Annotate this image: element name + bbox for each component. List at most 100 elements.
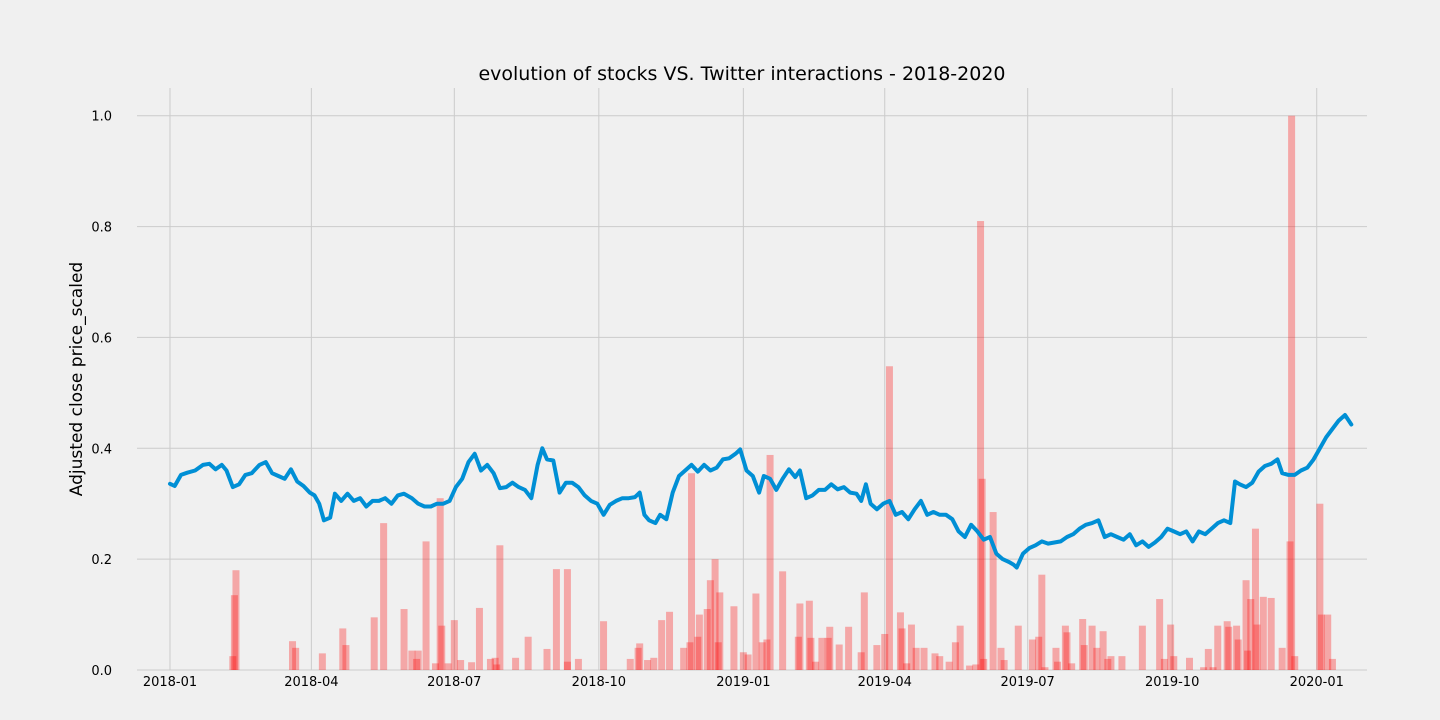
x-tick-label: 2019-01 [716,675,770,690]
interaction-bar [966,665,974,670]
interaction-bar [524,636,532,670]
stock-price-line [168,413,1354,570]
interaction-bar [563,661,571,670]
interaction-bar [857,652,865,670]
interaction-bar [885,366,893,670]
x-tick-label: 2019-07 [1001,675,1055,690]
interaction-bar [997,647,1005,670]
interaction-bar [636,643,644,670]
interaction-bar [1035,636,1043,670]
interaction-bar [818,637,826,670]
interaction-bar [1185,657,1193,670]
interaction-bar [807,637,815,670]
interaction-bar [1079,619,1087,670]
interaction-bar [1242,580,1250,670]
interaction-bar [744,654,752,670]
interaction-bar [694,636,702,670]
interaction-bar [1324,614,1332,670]
x-tick-label: 2018-10 [572,675,626,690]
interaction-bar [824,637,832,670]
interaction-bar [229,656,237,670]
y-tick-label: 0.0 [91,664,112,679]
interaction-bar [805,600,813,670]
interaction-bar [626,658,634,670]
interaction-bar [1234,639,1242,670]
interaction-bar [945,661,953,670]
interaction-bar [1028,639,1036,670]
interaction-bar [1052,647,1060,670]
interaction-bar [370,617,378,670]
chart-title: evolution of stocks VS. Twitter interact… [478,63,1005,85]
interaction-bar [1160,658,1168,670]
interaction-bar [1317,614,1325,670]
interaction-bar [977,221,985,670]
interaction-bar [812,661,820,670]
interaction-bar [758,642,766,670]
interaction-bar [1061,625,1069,670]
interaction-bar [289,641,297,670]
line-layer [168,413,1354,570]
interaction-bar [574,658,582,670]
interaction-bar [931,653,939,670]
interaction-bar [468,662,476,670]
interaction-bar [898,628,906,670]
interaction-bar [766,454,774,670]
interaction-bar [688,473,696,670]
interaction-bar [318,653,326,670]
interaction-bar [1267,597,1275,670]
interaction-bar [644,660,652,670]
interaction-bar [1259,596,1267,670]
interaction-bar [1223,621,1231,670]
x-tick-label: 2018-04 [284,675,338,690]
interaction-bar [339,628,347,670]
interaction-bar [400,609,408,670]
interaction-bar [486,658,494,670]
interaction-bar [634,647,642,670]
interaction-bar [978,478,986,670]
interaction-bar [1328,658,1336,670]
interaction-bar [763,639,771,670]
interaction-bar [936,656,944,670]
interaction-bar [714,642,722,670]
interaction-bar [414,650,422,670]
interaction-bar [491,657,499,670]
interaction-bar [457,660,465,670]
interaction-bar [1167,624,1175,670]
interaction-bar [1054,661,1062,670]
interaction-bar [845,626,853,670]
interaction-bar [450,620,458,670]
interaction-bar [563,569,571,670]
interaction-bar [380,523,388,670]
interaction-bar [912,647,920,670]
interaction-bar [1204,648,1212,670]
interaction-bar [1099,631,1107,670]
interaction-bar [1253,624,1261,670]
interaction-bar [1093,647,1101,670]
y-tick-label: 1.0 [91,110,112,125]
interaction-bar [896,612,904,670]
ticks-layer: 0.0 0.2 0.4 0.6 0.8 1.0 2018-01 2018-04 2018-07 2… [91,110,1344,690]
interaction-bar [881,633,889,670]
interaction-bar [1118,656,1126,670]
interaction-bar [408,650,416,670]
interaction-bar [989,512,997,670]
interaction-bar [711,559,719,670]
interaction-bar [1014,625,1022,670]
interaction-bar [436,498,444,670]
interaction-bar [1107,656,1115,670]
interaction-bar [444,663,452,670]
interaction-bar [1247,599,1255,670]
interaction-bar [1233,625,1241,670]
interaction-bar [860,592,868,670]
interaction-bar [1038,574,1046,670]
interaction-bar [826,626,834,670]
interaction-bar [1225,626,1233,670]
interaction-bar [686,642,694,670]
interaction-bar [903,663,911,670]
interaction-bar [438,625,446,670]
interaction-bar [1170,656,1178,670]
interaction-bar [1088,625,1096,670]
interaction-bar [739,652,747,670]
x-tick-label: 2018-01 [143,675,197,690]
